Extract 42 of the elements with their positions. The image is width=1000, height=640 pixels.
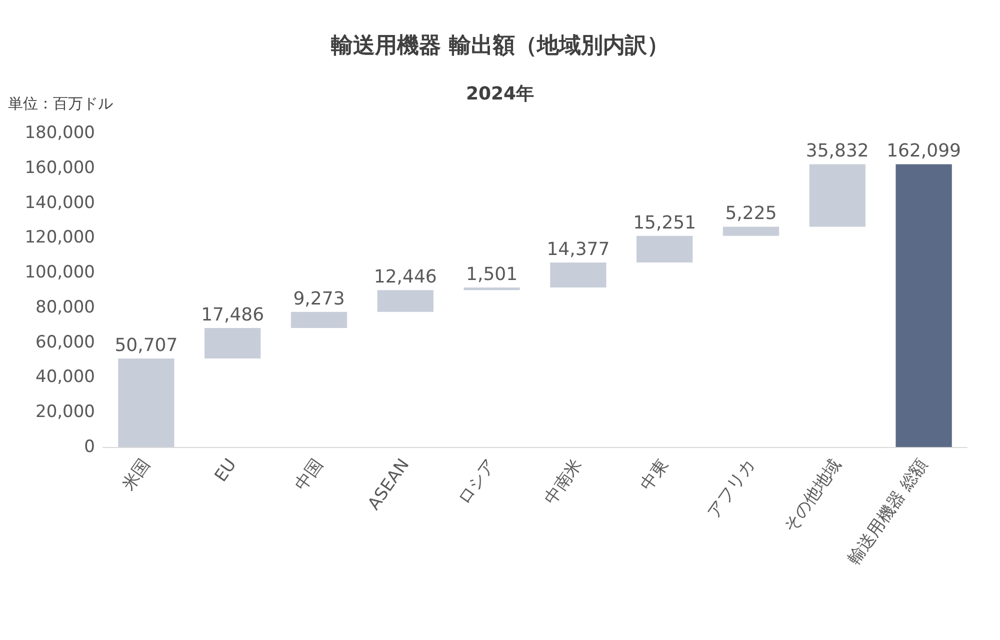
y-tick-label: 160,000: [24, 158, 95, 178]
x-tick-label: 中東: [636, 455, 673, 495]
y-tick-label: 40,000: [36, 367, 95, 388]
y-tick-label: 20,000: [36, 402, 95, 422]
y-tick-label: 80,000: [36, 297, 95, 318]
y-tick-label: 100,000: [24, 262, 95, 283]
y-tick-label: 180,000: [24, 123, 95, 143]
data-label: 17,486: [201, 304, 264, 326]
data-label: 15,251: [633, 212, 696, 234]
bar: [290, 312, 348, 328]
bar: [896, 164, 952, 447]
data-label: 9,273: [293, 288, 345, 310]
bar: [464, 288, 520, 290]
y-axis-title: 単位：百万ドル: [8, 94, 113, 112]
bar: [636, 236, 693, 262]
x-tick-label: 輸送用機器 総額: [844, 455, 932, 569]
y-tick-label: 140,000: [24, 192, 95, 213]
y-tick-label: 60,000: [36, 332, 95, 352]
data-label: 35,832: [806, 140, 869, 162]
x-tick-label: アフリカ: [704, 455, 760, 522]
bar: [204, 328, 261, 359]
data-label: 162,099: [886, 140, 962, 162]
y-tick-label: 120,000: [24, 228, 95, 248]
chart-subtitle: 2024年: [466, 84, 534, 104]
bar: [118, 358, 174, 447]
x-tick-label: 中南米: [540, 455, 586, 509]
data-label: 50,707: [114, 335, 178, 356]
x-tick-label: その他地域: [780, 455, 846, 536]
data-label: 1,501: [466, 264, 518, 286]
x-tick-label: 中国: [291, 455, 328, 495]
chart-title: 輸送用機器 輸出額（地域別内訳）: [330, 34, 669, 58]
y-tick-label: 0: [84, 437, 95, 457]
x-tick-label: ロシア: [454, 455, 500, 509]
x-tick-label: EU: [211, 455, 241, 486]
data-label: 12,446: [374, 266, 437, 288]
bar: [722, 226, 780, 236]
data-label: 5,225: [725, 203, 777, 224]
bar: [809, 164, 866, 227]
data-label: 14,377: [546, 238, 610, 260]
x-tick-label: 米国: [118, 455, 154, 495]
bar: [377, 290, 434, 312]
bar: [550, 262, 606, 288]
